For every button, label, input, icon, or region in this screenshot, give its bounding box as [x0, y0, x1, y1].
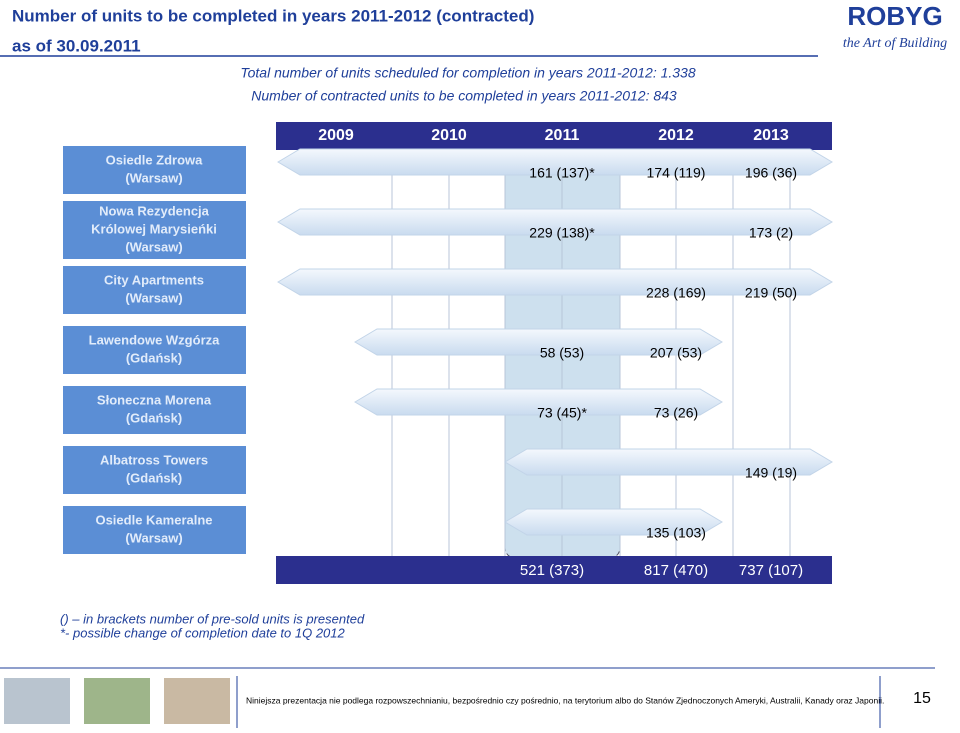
unit-count: 149 (19) — [745, 465, 797, 481]
year-header: 2012 — [658, 127, 694, 144]
timeline-arrow — [277, 148, 833, 176]
unit-count: 229 (138)* — [529, 225, 595, 241]
project-label-box — [63, 506, 246, 554]
project-label: (Warsaw) — [125, 239, 182, 254]
year-header: 2013 — [753, 127, 789, 144]
unit-count: 196 (36) — [745, 165, 797, 181]
project-label-box — [63, 266, 246, 314]
title: Number of units to be completed in years… — [12, 6, 534, 25]
project-label: Osiedle Zdrowa — [106, 152, 204, 167]
unit-count: 219 (50) — [745, 285, 797, 301]
footer-text: Niniejsza prezentacja nie podlega rozpow… — [246, 695, 884, 705]
project-label-box — [63, 326, 246, 374]
note: *- possible change of completion date to… — [60, 625, 346, 640]
unit-count: 135 (103) — [646, 525, 706, 541]
project-label-box — [63, 146, 246, 194]
project-label: Osiedle Kameralne — [95, 512, 212, 527]
project-label-box — [63, 386, 246, 434]
project-label: (Gdańsk) — [126, 350, 182, 365]
photo — [164, 678, 230, 724]
year-header: 2009 — [318, 127, 354, 144]
timeline-arrow — [504, 448, 833, 476]
unit-count: 228 (169) — [646, 285, 706, 301]
project-label: (Gdańsk) — [126, 410, 182, 425]
unit-count: 161 (137)* — [529, 165, 595, 181]
project-label: (Warsaw) — [125, 170, 182, 185]
project-label-box — [63, 446, 246, 494]
timeline-arrow — [277, 208, 833, 236]
timeline-arrow — [354, 388, 723, 416]
unit-count: 73 (26) — [654, 405, 698, 421]
timeline-arrow — [277, 268, 833, 296]
project-label: City Apartments — [104, 272, 204, 287]
header-bar — [276, 122, 832, 150]
year-header: 2011 — [545, 127, 580, 144]
summary: Total number of units scheduled for comp… — [240, 65, 696, 81]
timeline-arrow — [504, 508, 723, 536]
logo: ROBYG — [847, 1, 942, 31]
summary: Number of contracted units to be complet… — [251, 88, 677, 104]
total-count: 817 (470) — [644, 562, 708, 579]
totals-bar — [276, 556, 832, 584]
project-label: Królowej Marysieńki — [91, 221, 217, 236]
unit-count: 173 (2) — [749, 225, 793, 241]
photo — [84, 678, 150, 724]
project-label: Albatross Towers — [100, 452, 208, 467]
timeline-arrow — [354, 328, 723, 356]
unit-count: 73 (45)* — [537, 405, 587, 421]
title: as of 30.09.2011 — [12, 36, 141, 55]
project-label: Nowa Rezydencja — [99, 203, 210, 218]
total-count: 521 (373) — [520, 562, 584, 579]
project-label: (Gdańsk) — [126, 470, 182, 485]
project-label-box — [63, 201, 246, 259]
project-label: (Warsaw) — [125, 530, 182, 545]
logo-tagline: the Art of Building — [843, 36, 947, 51]
year-header: 2010 — [431, 127, 467, 144]
unit-count: 174 (119) — [647, 165, 706, 181]
total-count: 737 (107) — [739, 562, 803, 579]
page-number: 15 — [913, 690, 931, 707]
note: () – in brackets number of pre-sold unit… — [60, 611, 365, 626]
unit-count: 207 (53) — [650, 345, 702, 361]
photo — [4, 678, 70, 724]
project-label: Lawendowe Wzgórza — [89, 332, 221, 347]
unit-count: 58 (53) — [540, 345, 584, 361]
project-label: (Warsaw) — [125, 290, 182, 305]
project-label: Słoneczna Morena — [97, 392, 212, 407]
